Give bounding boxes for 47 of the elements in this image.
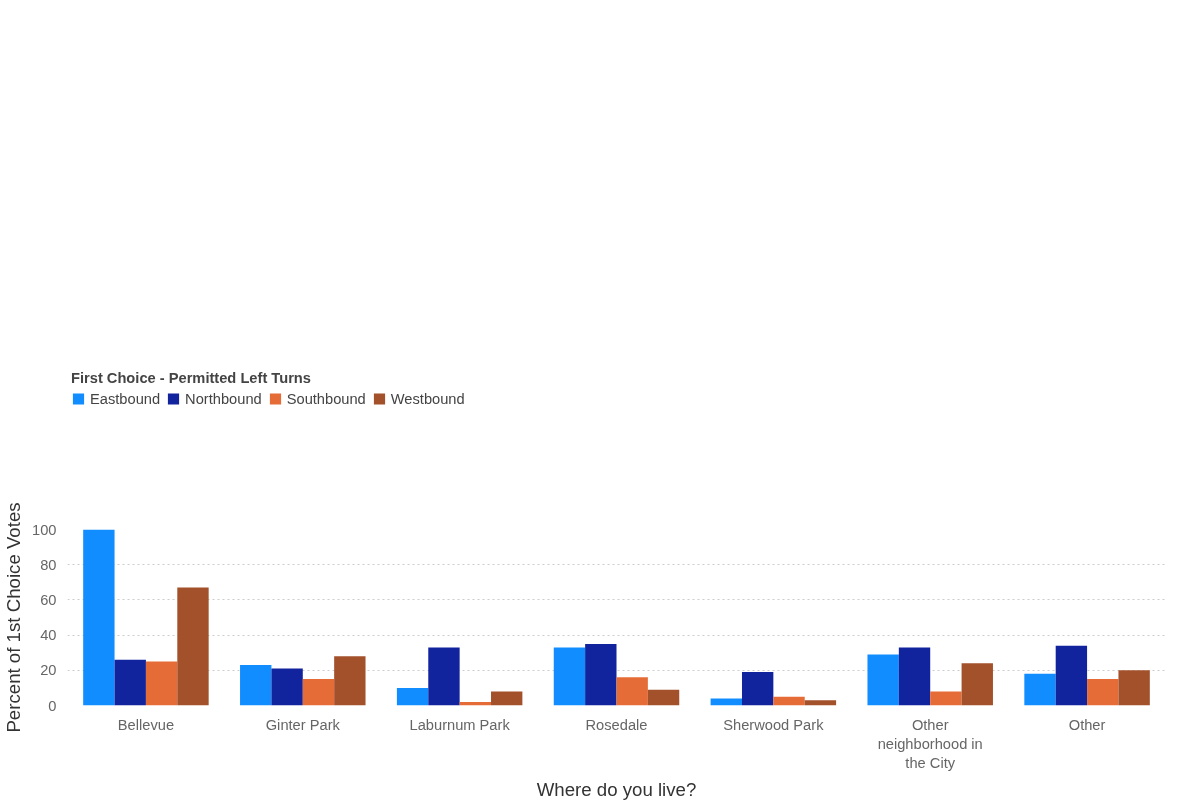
x-tick-label: Rosedale <box>585 716 648 733</box>
bar <box>898 647 931 706</box>
x-tick-label: Other <box>1068 716 1106 733</box>
y-tick-label: 0 <box>48 697 57 714</box>
bar <box>647 689 680 706</box>
bar <box>334 656 366 706</box>
x-tick-label: Ginter Park <box>265 716 341 733</box>
legend-label: Southbound <box>286 390 366 406</box>
bar <box>741 672 774 706</box>
x-tick-label: Laburnum Park <box>409 716 511 733</box>
legend-label: Northbound <box>185 390 262 406</box>
y-axis-title: Percent of 1st Choice Votes <box>3 502 25 733</box>
bar <box>83 529 115 706</box>
bar <box>1087 679 1119 706</box>
y-tick-label: 80 <box>40 556 57 573</box>
bar <box>114 659 146 706</box>
legend-label: Eastbound <box>90 390 161 406</box>
bar <box>804 700 837 706</box>
bar <box>930 691 962 706</box>
bar <box>553 647 586 706</box>
bar <box>302 679 335 706</box>
bar <box>177 587 209 706</box>
y-tick-label: 100 <box>32 521 57 538</box>
bar <box>271 668 303 706</box>
y-tick-label: 60 <box>40 591 57 608</box>
bar <box>396 687 429 706</box>
bar <box>1024 673 1056 706</box>
bar <box>616 677 648 706</box>
bar <box>867 654 899 706</box>
bar <box>710 698 742 706</box>
x-axis-title: Where do you live? <box>536 778 697 800</box>
y-tick-label: 20 <box>40 662 57 679</box>
bar <box>1118 670 1150 706</box>
bar <box>1055 645 1088 706</box>
bar <box>961 663 993 706</box>
bar <box>773 696 805 706</box>
x-tick-label: Bellevue <box>117 716 175 733</box>
bar <box>585 643 617 706</box>
legend-title: First Choice - Permitted Left Turns <box>71 369 312 385</box>
x-tick-label: Sherwood Park <box>723 716 825 733</box>
bar <box>428 647 460 706</box>
bar <box>240 665 272 706</box>
y-tick-label: 40 <box>40 627 57 644</box>
x-tick-label: Other neighborhood in the City <box>877 716 983 771</box>
bar <box>145 661 178 706</box>
bar <box>491 691 523 706</box>
legend-label: Westbound <box>390 390 465 406</box>
